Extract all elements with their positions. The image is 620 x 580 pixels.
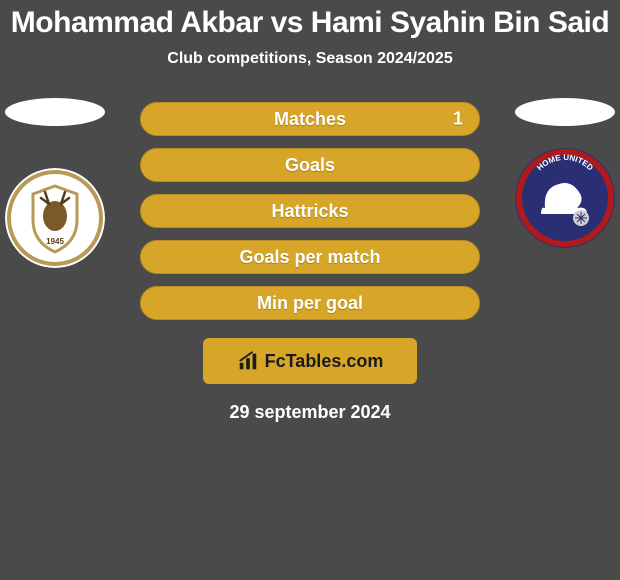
player-photo-placeholder-left [5, 98, 105, 126]
club-crest-right: HOME UNITED [515, 148, 615, 248]
chart-icon [237, 350, 259, 372]
stat-bar: Min per goal [140, 286, 480, 320]
stat-label: Min per goal [257, 293, 363, 314]
stat-bar: Goals [140, 148, 480, 182]
stat-bar: Matches 1 [140, 102, 480, 136]
stat-bar: Goals per match [140, 240, 480, 274]
date-text: 29 september 2024 [229, 402, 390, 422]
right-player-column: HOME UNITED [510, 98, 620, 248]
stats-column: Matches 1 Goals Hattricks Goals per match Min… [140, 98, 480, 320]
title-text: Mohammad Akbar vs Hami Syahin Bin Said [11, 6, 609, 39]
crest-right-svg: HOME UNITED [515, 148, 615, 248]
crest-left-svg: 1945 [5, 168, 105, 268]
stat-value-right: 1 [453, 109, 463, 130]
left-player-column: 1945 [0, 98, 110, 268]
player-photo-placeholder-right [515, 98, 615, 126]
branding-badge: FcTables.com [203, 338, 417, 384]
stat-label: Goals [285, 155, 335, 176]
comparison-card: Mohammad Akbar vs Hami Syahin Bin Said C… [0, 0, 620, 580]
club-crest-left: 1945 [5, 168, 105, 268]
date-label: 29 september 2024 [0, 402, 620, 423]
main-area: 1945 HOME UNITED Matches [0, 98, 620, 320]
svg-text:1945: 1945 [46, 237, 64, 246]
stat-label: Goals per match [239, 247, 380, 268]
page-title: Mohammad Akbar vs Hami Syahin Bin Said [0, 0, 620, 40]
subtitle-text: Club competitions, Season 2024/2025 [167, 50, 452, 67]
stat-label: Matches [274, 109, 346, 130]
stat-bar: Hattricks [140, 194, 480, 228]
subtitle: Club competitions, Season 2024/2025 [0, 50, 620, 68]
stat-label: Hattricks [271, 201, 348, 222]
branding-text: FcTables.com [265, 351, 384, 372]
